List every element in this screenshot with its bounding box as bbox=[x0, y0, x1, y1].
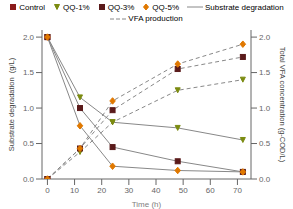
svg-text:0.5: 0.5 bbox=[259, 139, 271, 148]
svg-text:1.5: 1.5 bbox=[23, 68, 35, 77]
svg-text:2.0: 2.0 bbox=[23, 33, 35, 42]
svg-text:Total VFA concentration (g-COD: Total VFA concentration (g-COD/L) bbox=[278, 47, 286, 163]
html-text:Control: Control bbox=[19, 2, 45, 12]
html-text:VFA production: VFA production bbox=[128, 14, 183, 24]
svg-text:1.5: 1.5 bbox=[259, 68, 271, 77]
svg-text:30: 30 bbox=[124, 186, 133, 195]
svg-text:0.0: 0.0 bbox=[259, 175, 271, 184]
svg-text:50: 50 bbox=[179, 186, 188, 195]
svg-text:2.0: 2.0 bbox=[259, 33, 271, 42]
html-text:Substrate degradation: Substrate degradation bbox=[205, 2, 284, 12]
svg-text:20: 20 bbox=[97, 186, 106, 195]
html-text:QQ-5%: QQ-5% bbox=[152, 2, 179, 12]
svg-text:0.5: 0.5 bbox=[23, 139, 35, 148]
svg-text:Time (h): Time (h) bbox=[132, 200, 162, 209]
svg-text:Substrate degradation (g/L): Substrate degradation (g/L) bbox=[8, 57, 16, 151]
html-text:QQ-3%: QQ-3% bbox=[107, 2, 135, 12]
html-text:QQ-1%: QQ-1% bbox=[63, 2, 90, 12]
svg-text:70: 70 bbox=[233, 186, 242, 195]
svg-text:10: 10 bbox=[70, 186, 79, 195]
svg-text:40: 40 bbox=[152, 186, 161, 195]
svg-text:1.0: 1.0 bbox=[259, 104, 271, 113]
svg-text:0.0: 0.0 bbox=[23, 175, 35, 184]
svg-text:0: 0 bbox=[45, 186, 50, 195]
svg-text:1.0: 1.0 bbox=[23, 104, 35, 113]
svg-text:60: 60 bbox=[206, 186, 215, 195]
